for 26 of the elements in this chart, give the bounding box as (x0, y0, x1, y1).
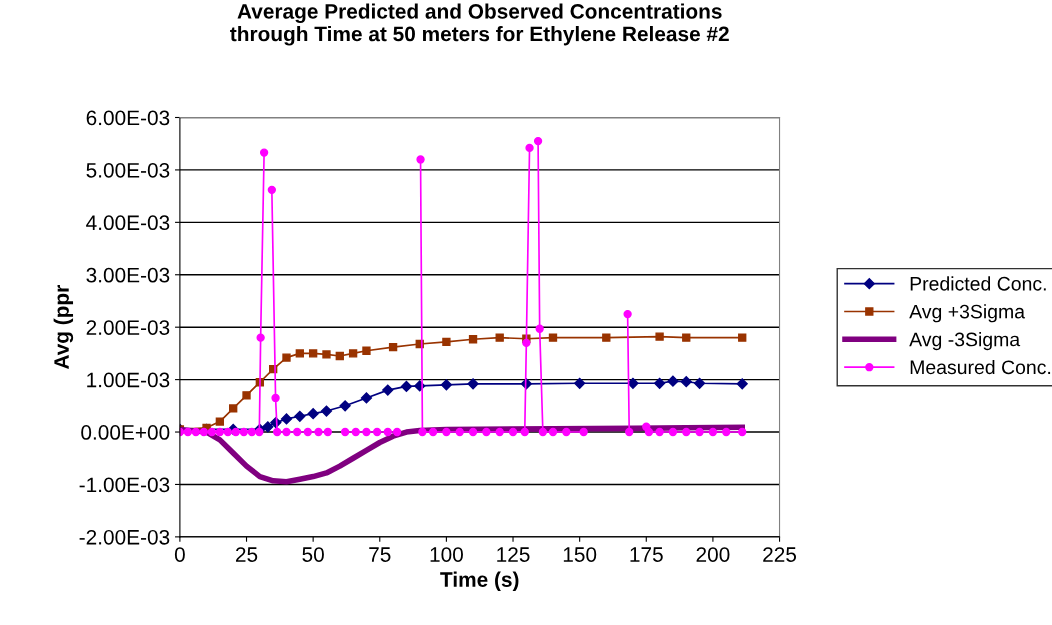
y-tick-label: 0.00E+00 (81, 425, 170, 440)
legend-label: Predicted Conc. (910, 276, 1046, 291)
x-tick-label: 50 (302, 547, 324, 562)
y-tick-label: -1.00E-03 (79, 477, 170, 493)
y-tick-label: 2.00E-03 (86, 320, 170, 335)
legend-label: Measured Conc. (910, 359, 1051, 375)
y-tick-label: 3.00E-03 (86, 267, 170, 283)
x-tick-label: 75 (369, 547, 391, 562)
chart-title: Average Predicted and Observed Concentrations through Time at 50 meters for Ethylene Release #2 (230, 3, 729, 46)
y-axis-title: Avg (ppr (53, 285, 74, 370)
y-tick-label: 5.00E-03 (86, 162, 170, 178)
x-axis-title: Time (s) (440, 571, 519, 591)
x-tick-label: 100 (430, 547, 463, 562)
x-tick-label: 0 (174, 547, 185, 562)
x-tick-label: 225 (763, 547, 797, 562)
x-tick-label: 200 (696, 547, 730, 562)
x-tick-label: 125 (497, 547, 530, 562)
legend-label: Avg -3Sigma (909, 332, 1021, 351)
y-tick-label: 4.00E-03 (86, 215, 170, 231)
x-tick-label: 175 (630, 547, 663, 562)
legend-label: Avg +3Sigma (909, 304, 1026, 323)
y-tick-label: -2.00E-03 (79, 529, 170, 545)
x-tick-label: 150 (563, 547, 597, 562)
y-tick-label: 6.00E-03 (86, 110, 170, 126)
x-tick-label: 25 (235, 547, 258, 562)
y-tick-label: 1.00E-03 (87, 372, 170, 388)
